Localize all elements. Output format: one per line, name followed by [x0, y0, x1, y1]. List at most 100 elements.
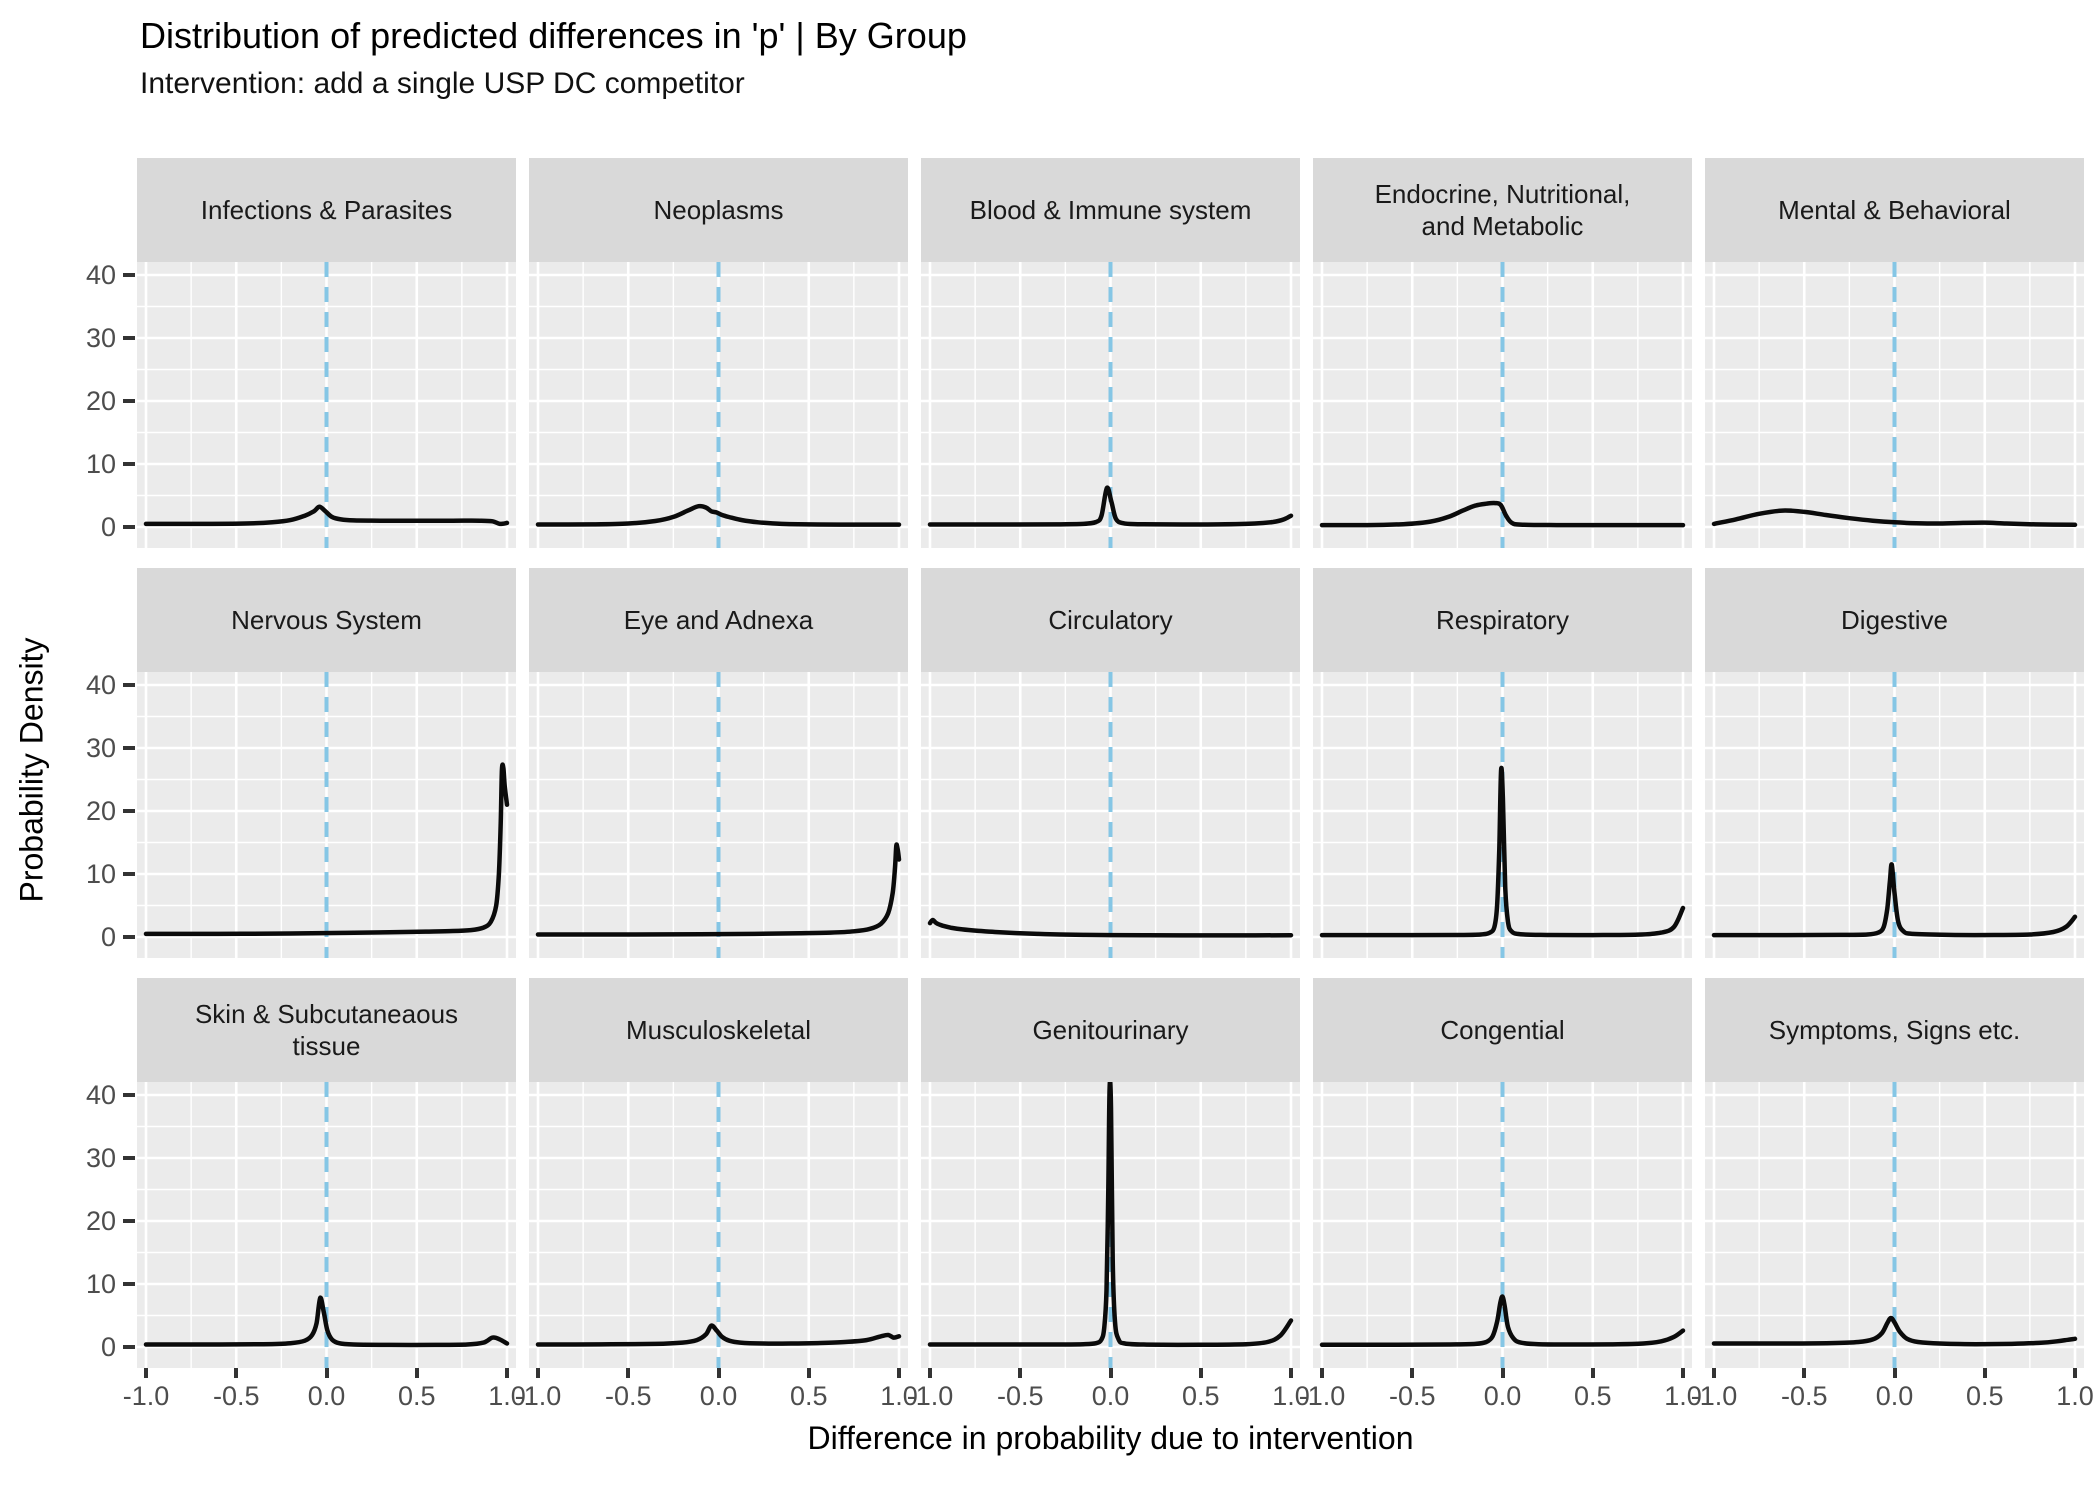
facet-panel [921, 262, 1300, 548]
facet-strip: Genitourinary [921, 978, 1300, 1082]
facet-panel [1313, 262, 1692, 548]
facet-row: 40 30 20 10 0 Skin & Subcutaneaous tissue -1.0… [0, 978, 2100, 1411]
facet-panel-canvas [137, 262, 516, 548]
facet-strip: Neoplasms [529, 158, 908, 262]
density-curve [535, 503, 902, 527]
facet-panel-canvas [1705, 262, 2084, 548]
y-tick-mark [123, 1219, 135, 1223]
x-tick-mark [626, 1368, 631, 1378]
density-curve [1711, 1315, 2078, 1347]
facet-panel-canvas [921, 262, 1300, 548]
x-tick-mark [806, 1368, 811, 1378]
x-tick-label: -1.0 [122, 1381, 170, 1411]
facet-row: 40 30 20 10 0 Infections & Parasites Neoplasms… [0, 158, 2100, 548]
y-tick-label: 40 [85, 670, 116, 700]
facet-panel-canvas [1705, 1082, 2084, 1368]
facet-panel-canvas [1705, 672, 2084, 958]
y-tick-mark [123, 525, 135, 529]
y-tick-label: 20 [85, 386, 116, 416]
y-tick-mark [123, 399, 135, 403]
x-tick-label: 1.0 [880, 1381, 918, 1411]
facet-panel [529, 262, 908, 548]
facet-strip-label: Endocrine, Nutritional, and Metabolic [1374, 179, 1631, 241]
facet-strip: Digestive [1705, 568, 2084, 672]
x-tick-mark [1500, 1368, 1505, 1378]
facet-symptoms-signs-etc: Symptoms, Signs etc. -1.0 -0.5 0.0 0.5 1.0 [1691, 978, 2094, 1411]
facet-strip-label: Skin & Subcutaneaous tissue [194, 999, 459, 1061]
facet-strip: Skin & Subcutaneaous tissue [137, 978, 516, 1082]
facet-panel [137, 262, 516, 548]
facet-panel [529, 672, 908, 958]
density-curve [927, 1082, 1294, 1348]
x-tick-label: -0.5 [1780, 1381, 1828, 1411]
x-tick-mark [1802, 1368, 1807, 1378]
y-tick-label: 40 [85, 260, 116, 290]
facet-strip-label: Mental & Behavioral [1778, 195, 2011, 225]
facet-strip-label: Digestive [1841, 605, 1948, 635]
y-tick-mark [123, 683, 135, 687]
x-tick-mark [1410, 1368, 1415, 1378]
density-curve [535, 842, 902, 937]
facet-genitourinary: Genitourinary -1.0 -0.5 0.0 0.5 1.0 [907, 978, 1310, 1411]
facet-strip: Symptoms, Signs etc. [1705, 978, 2084, 1082]
facet-strip-label: Eye and Adnexa [623, 605, 814, 635]
x-tick-label: -1.0 [906, 1381, 954, 1411]
facet-panel-canvas [1313, 262, 1692, 548]
y-tick-mark [123, 935, 135, 939]
y-tick-label: 30 [85, 323, 116, 353]
facet-strip: Nervous System [137, 568, 516, 672]
y-tick-label: 10 [85, 449, 116, 479]
y-tick-label: 30 [85, 733, 116, 763]
x-tick-label: 0.5 [789, 1381, 828, 1411]
x-tick-mark [1018, 1368, 1023, 1378]
facet-strip: Congential [1313, 978, 1692, 1082]
x-tick-label: -1.0 [1298, 1381, 1346, 1411]
x-tick-mark [1982, 1368, 1987, 1378]
y-tick-label: 0 [100, 1332, 116, 1362]
x-tick-mark [414, 1368, 419, 1378]
facet-panel [1705, 262, 2084, 548]
facet-strip-label: Genitourinary [1032, 1015, 1189, 1045]
y-tick-label: 10 [85, 1269, 116, 1299]
facet-grid: 40 30 20 10 0 Infections & Parasites Neoplasms… [0, 158, 2100, 1411]
x-axis-title: Difference in probability due to interve… [807, 1420, 1414, 1456]
facet-strip-label: Blood & Immune system [969, 195, 1252, 225]
facet-panel [529, 1082, 908, 1368]
facet-respiratory: Respiratory [1313, 568, 1692, 958]
density-curve [143, 1295, 510, 1348]
y-tick-label: 30 [85, 1143, 116, 1173]
chart-title: Distribution of predicted differences in… [140, 15, 967, 56]
x-tick-mark [536, 1368, 540, 1378]
x-tick-mark [1198, 1368, 1203, 1378]
facet-panel [921, 1082, 1300, 1368]
y-tick-label: 20 [85, 796, 116, 826]
x-tick-mark [234, 1368, 239, 1378]
density-curve [1319, 500, 1686, 528]
x-tick-label: 0.5 [1573, 1381, 1612, 1411]
y-tick-mark [123, 336, 135, 340]
facet-strip-label: Neoplasms [653, 195, 784, 225]
x-tick-label: -1.0 [514, 1381, 562, 1411]
facet-panel [921, 672, 1300, 958]
facet-panel [1313, 1082, 1692, 1368]
facet-endocrine-nutritional-and-metabolic: Endocrine, Nutritional, and Metabolic [1313, 158, 1692, 548]
facet-blood-immune-system: Blood & Immune system [921, 158, 1300, 548]
y-tick-label: 40 [85, 1080, 116, 1110]
facet-panel [1705, 1082, 2084, 1368]
facet-strip: Infections & Parasites [137, 158, 516, 262]
x-tick-label: 1.0 [488, 1381, 526, 1411]
x-tick-mark [716, 1368, 721, 1378]
facet-musculoskeletal: Musculoskeletal -1.0 -0.5 0.0 0.5 1.0 [515, 978, 918, 1411]
x-tick-label: -0.5 [996, 1381, 1044, 1411]
facet-strip-label: Musculoskeletal [626, 1015, 811, 1045]
y-tick-mark [123, 746, 135, 750]
facet-strip-label: Symptoms, Signs etc. [1768, 1015, 2021, 1045]
facet-panel [137, 1082, 516, 1368]
y-tick-mark [123, 1282, 135, 1286]
density-curve [143, 762, 510, 937]
facet-strip-label: Respiratory [1436, 605, 1569, 635]
facet-panel-canvas [137, 672, 516, 958]
density-curve [1711, 508, 2078, 528]
x-tick-label: 0.0 [1483, 1381, 1522, 1411]
